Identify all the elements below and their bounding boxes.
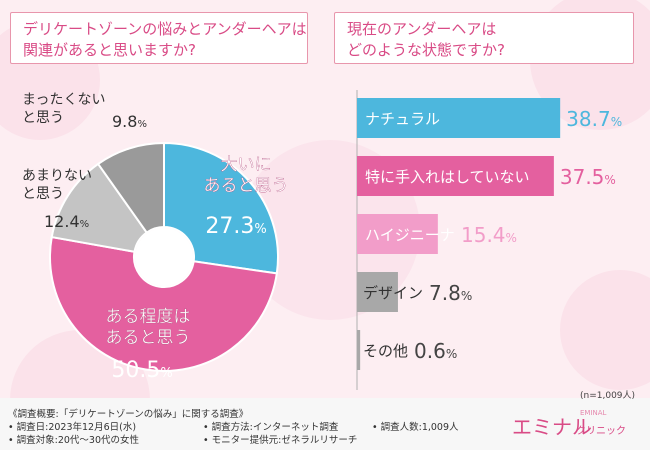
bar-value: 7.8% [429,281,472,305]
pie-slice-value: 27.3% [205,214,266,239]
bar [357,272,398,312]
bar [357,156,554,196]
pie-value-unit: % [254,222,266,237]
bar [357,98,561,138]
bar-category-label: デザイン [363,284,423,302]
sample-size-note: (n=1,009人) [580,391,636,401]
logo-main: エミナル [512,415,592,439]
pie-slice-label: あると思う [106,328,191,348]
bar-value: 0.6% [414,339,457,363]
pie-slice-value: 9.8% [112,112,147,131]
bar-title-line2: どのような状態ですか? [347,41,505,59]
pie-slice [163,141,279,275]
bar-category-label: その他 [363,342,408,360]
pie-slice-label: と思う [22,186,64,202]
bar-value-unit: % [611,115,622,129]
logo-tagline: EMINAL [580,409,607,417]
bar [357,330,361,370]
pie-value-number: 12.4 [44,212,80,231]
pie-slice [49,235,278,372]
bar-chart: ナチュラル 38.7% 特に手入れはしていない 37.5% ハイジニーナ 15.4% デザイ… [356,90,622,390]
pie-chart: 大いにあると思う27.3%ある程度はあると思う50.5%あまりないと思う12.4… [22,92,289,383]
bar-value: 37.5% [560,165,616,189]
pie-value-number: 9.8 [112,112,137,131]
pie-value-unit: % [160,366,172,381]
pie-value-unit: % [137,119,147,130]
bar-value-number: 38.7 [566,107,611,131]
bar-category-label: 特に手入れはしていない [365,168,530,186]
bar-value-unit: % [604,173,615,187]
bar-value-unit: % [506,231,517,245]
bar-value-unit: % [461,289,472,303]
pie-center-hole [135,228,193,286]
bar-title-box: 現在のアンダーヘアは どのような状態ですか? [334,12,634,64]
pie-slice-label: と思う [22,110,64,126]
pie-title-line1: デリケートゾーンの悩みとアンダーヘアは [23,20,307,38]
pie-value-number: 50.5 [111,358,160,383]
footer-monitor: • モニター提供元:ゼネラルリサーチ [203,435,358,446]
bar-category-label: ハイジニーナ [365,226,455,244]
footer-count: • 調査人数:1,009人 [372,422,459,433]
bar-value-number: 7.8 [429,281,461,305]
bar-value-number: 0.6 [414,339,446,363]
pie-slice-label: まったくない [22,92,105,108]
pie-slice-label: 大いに [221,155,272,175]
footer-heading: 《調査概要:「デリケートゾーンの悩み」に関する調査》 [8,409,249,420]
pie-slice [96,141,165,234]
pie-slice-label: あると思う [204,176,289,196]
bar-value-number: 15.4 [461,223,506,247]
pie-slice-label: ある程度は [106,307,191,327]
footer-target: • 調査対象:20代〜30代の女性 [8,435,140,446]
pie-title-line2: 関連があると思いますか? [23,41,196,59]
bar-value-unit: % [446,347,457,361]
bar-value-number: 37.5 [560,165,605,189]
bar [357,214,438,254]
bar-category-label: ナチュラル [365,110,440,128]
pie-title-box: デリケートゾーンの悩みとアンダーヘアは 関連があると思いますか? [10,12,308,64]
bar-value: 38.7% [566,107,622,131]
pie-value-unit: % [80,219,90,230]
bar-title-line1: 現在のアンダーヘアは [347,20,497,38]
pie-value-number: 27.3 [205,214,254,239]
footer-method: • 調査方法:インターネット調査 [203,422,339,433]
pie-slice-label: あまりない [22,168,92,184]
pie-slice-value: 50.5% [111,358,172,383]
footer-date: • 調査日:2023年12月6日(水) [8,422,137,433]
pie-slice-value: 12.4% [44,212,89,231]
bar-value: 15.4% [461,223,517,247]
logo-sub: クリニック [576,426,626,437]
